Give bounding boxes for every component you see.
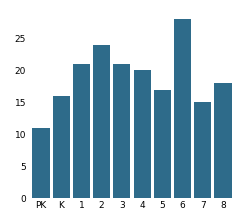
Bar [133,70,151,198]
Bar [93,45,110,198]
Bar [174,19,191,198]
Bar [73,64,90,198]
Bar [32,128,49,198]
Bar [113,64,131,198]
Bar [154,90,171,198]
Bar [53,96,70,198]
Bar [215,83,232,198]
Bar [194,102,211,198]
